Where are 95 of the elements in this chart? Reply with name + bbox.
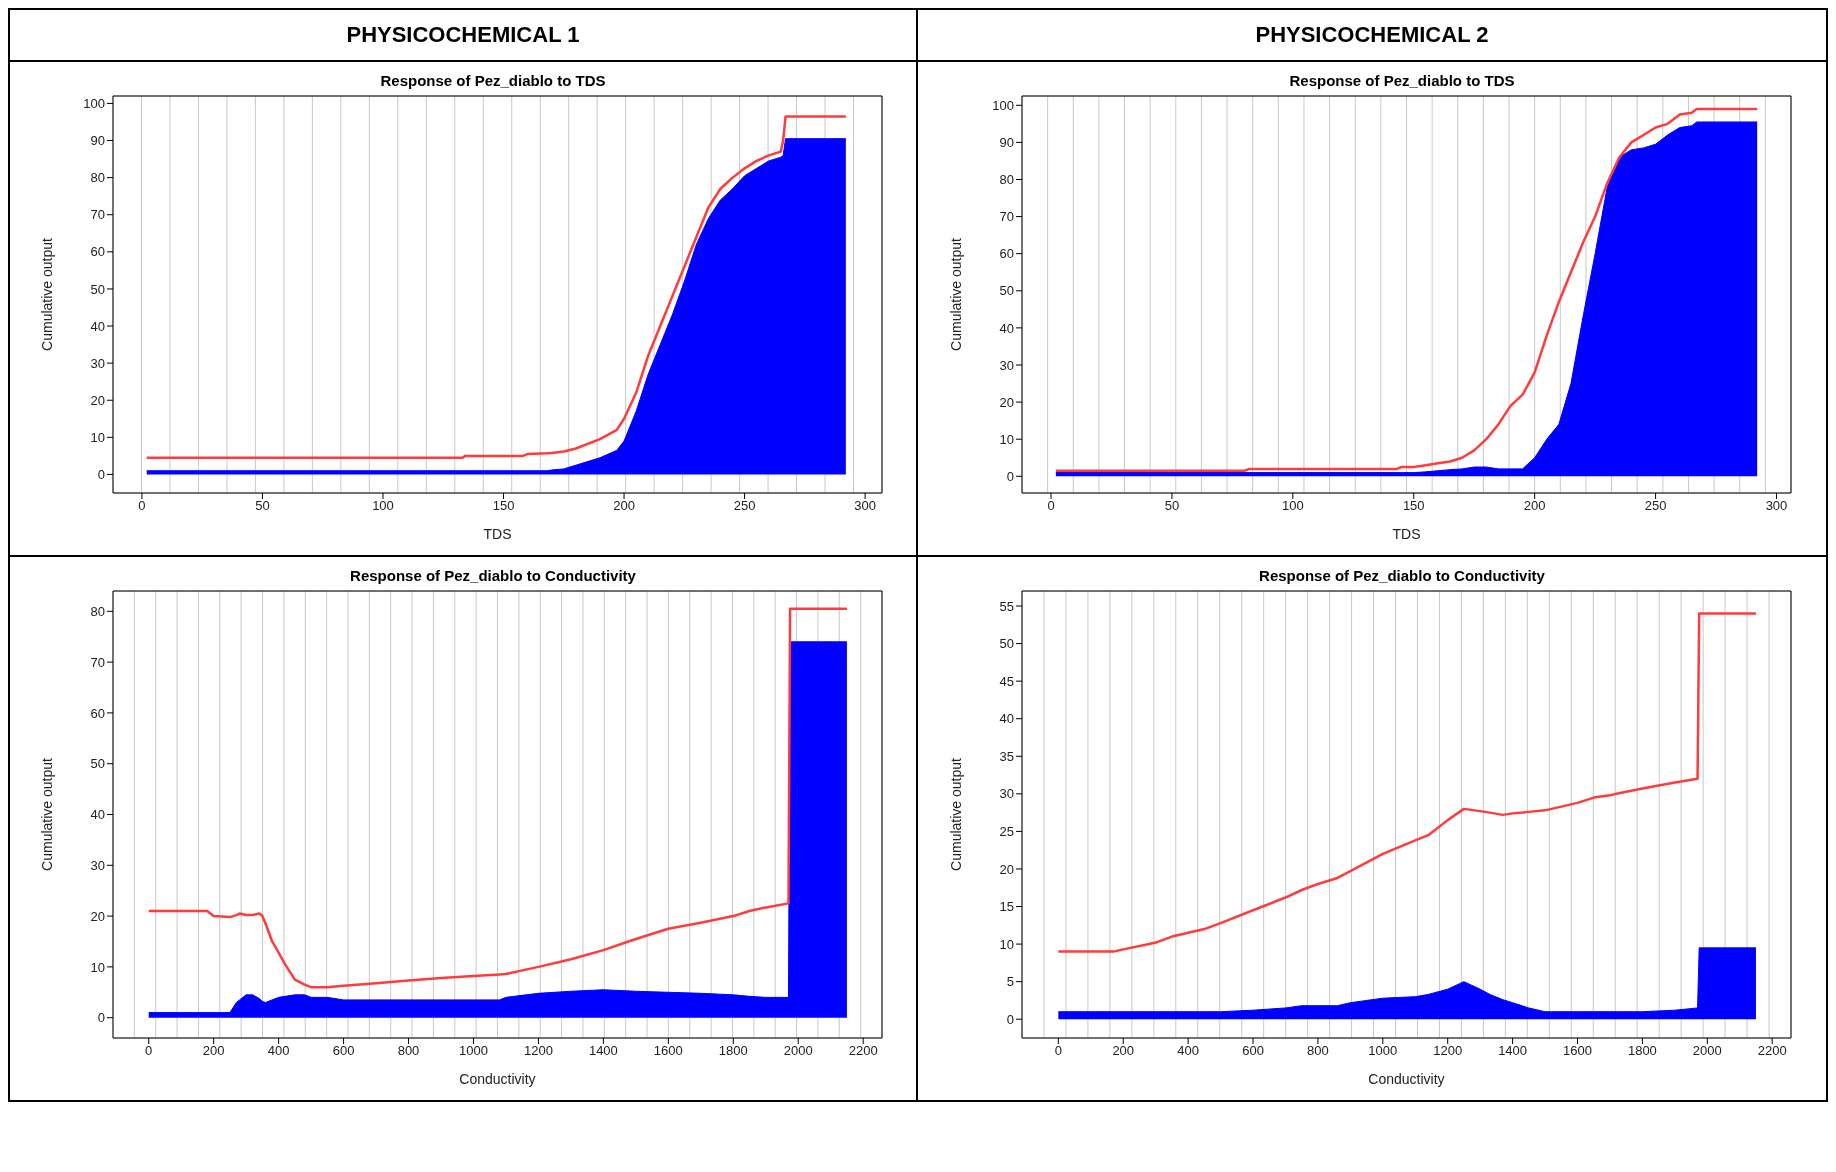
x-tick-label: 2000 [1692,1043,1722,1059]
x-tick-label: 100 [372,498,394,514]
x-axis-title: Conductivity [1368,1071,1445,1087]
x-tick-label: 50 [1164,498,1180,514]
x-tick-label: 0 [1054,1043,1062,1059]
y-tick-label: 55 [999,598,1014,614]
y-tick-label: 80 [90,170,105,186]
y-tick-label: 0 [1006,1011,1014,1027]
y-tick-label: 10 [999,936,1014,952]
x-tick-label: 150 [492,498,515,514]
chart-title: Response of Pez_diablo to TDS [380,72,606,89]
y-tick-label: 20 [999,861,1014,877]
y-tick-label: 0 [1006,468,1014,484]
y-tick-label: 10 [90,959,105,975]
y-tick-label: 70 [90,207,105,223]
x-tick-label: 1200 [523,1043,553,1059]
chart-title: Response of Pez_diablo to Conductivity [350,567,636,584]
y-tick-label: 80 [999,172,1014,188]
y-tick-label: 15 [999,899,1014,915]
x-tick-label: 1000 [1368,1043,1398,1059]
y-tick-label: 40 [999,320,1014,336]
x-tick-label: 600 [332,1043,355,1059]
y-axis-title: Cumulative output [38,757,55,871]
y-tick-label: 90 [999,134,1014,150]
x-axis-title: TDS [1392,526,1421,542]
y-tick-label: 35 [999,748,1014,764]
x-tick-label: 400 [1177,1043,1199,1059]
y-tick-label: 40 [90,807,105,823]
chart-title: Response of Pez_diablo to Conductivity [1259,567,1545,584]
x-tick-label: 600 [1242,1043,1264,1059]
x-tick-label: 800 [1307,1043,1329,1059]
x-tick-label: 400 [267,1043,290,1059]
y-axis-title: Cumulative output [38,237,55,351]
y-tick-label: 50 [999,636,1014,652]
y-tick-label: 0 [97,1010,105,1026]
y-tick-label: 30 [999,357,1014,373]
y-tick-label: 70 [90,654,105,670]
x-tick-label: 200 [202,1043,225,1059]
y-tick-label: 60 [999,246,1014,262]
y-tick-label: 5 [1006,974,1014,990]
x-tick-label: 300 [854,498,876,514]
chart-title: Response of Pez_diablo to TDS [1289,72,1515,89]
x-tick-label: 100 [1281,498,1304,514]
y-tick-label: 60 [90,244,105,260]
y-axis-title: Cumulative output [947,237,964,351]
y-tick-label: 20 [90,908,105,924]
y-tick-label: 80 [90,603,105,619]
x-tick-label: 200 [613,498,635,514]
x-tick-label: 1400 [1498,1043,1528,1059]
y-tick-label: 0 [97,467,105,483]
y-tick-label: 40 [999,711,1014,727]
y-tick-label: 25 [999,824,1014,840]
x-tick-label: 1600 [1563,1043,1592,1059]
y-tick-label: 100 [992,97,1014,113]
y-axis-title: Cumulative output [947,757,964,871]
x-tick-label: 800 [397,1043,420,1059]
y-tick-label: 10 [90,429,105,445]
y-tick-label: 60 [90,705,105,721]
x-tick-label: 250 [1644,498,1667,514]
x-tick-label: 0 [1047,498,1055,514]
x-tick-label: 250 [733,498,756,514]
x-tick-label: 1600 [653,1043,683,1059]
x-tick-label: 300 [1765,498,1788,514]
x-tick-label: 2000 [783,1043,813,1059]
x-tick-label: 2200 [1757,1043,1787,1059]
x-tick-label: 1800 [1627,1043,1657,1059]
x-tick-label: 0 [145,1043,153,1059]
y-tick-label: 45 [999,673,1014,689]
x-tick-label: 1800 [718,1043,748,1059]
x-tick-label: 150 [1402,498,1425,514]
x-tick-label: 0 [138,498,146,514]
y-tick-label: 30 [90,857,105,873]
chart-subtitle: PHYSICOCHEMICAL 2 [918,10,1826,62]
y-tick-label: 50 [90,756,105,772]
y-tick-label: 20 [999,394,1014,410]
x-tick-label: 1400 [588,1043,618,1059]
y-tick-label: 50 [90,281,105,297]
x-tick-label: 1200 [1433,1043,1463,1059]
y-tick-label: 100 [83,96,105,112]
y-tick-label: 90 [90,133,105,149]
x-tick-label: 200 [1112,1043,1135,1059]
y-tick-label: 50 [999,283,1014,299]
y-tick-label: 40 [90,318,105,334]
x-tick-label: 50 [255,498,270,514]
y-tick-label: 70 [999,209,1014,225]
x-axis-title: TDS [483,526,512,542]
x-axis-title: Conductivity [459,1071,536,1087]
y-tick-label: 20 [90,392,105,408]
x-tick-label: 1000 [459,1043,488,1059]
x-tick-label: 200 [1523,498,1546,514]
y-tick-label: 10 [999,431,1014,447]
x-tick-label: 2200 [848,1043,878,1059]
y-tick-label: 30 [90,355,105,371]
chart-subtitle: PHYSICOCHEMICAL 1 [10,10,916,62]
y-tick-label: 30 [999,786,1014,802]
